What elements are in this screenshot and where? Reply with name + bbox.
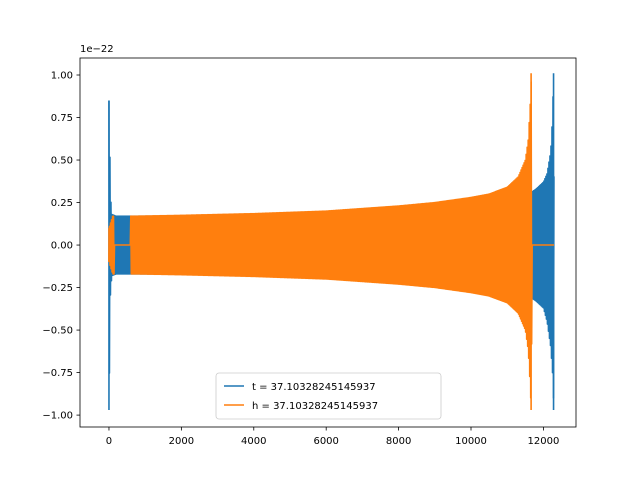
y-offset-label: 1e−22 [80, 44, 114, 55]
x-tick-label: 10000 [455, 436, 487, 447]
legend-label-1: t = 37.10328245145937 [252, 382, 376, 393]
legend: t = 37.10328245145937 h = 37.103282451459… [215, 372, 442, 420]
y-tick-label: 1.00 [51, 71, 73, 82]
y-tick-label: −0.50 [42, 326, 73, 337]
x-tick-label: 6000 [313, 436, 338, 447]
legend-box [215, 372, 442, 420]
series-layer [108, 73, 555, 410]
x-tick-label: 4000 [241, 436, 266, 447]
y-tick-label: 0.75 [51, 113, 73, 124]
series-line-2 [108, 81, 555, 399]
legend-label-2: h = 37.10328245145937 [252, 401, 378, 412]
x-tick-label: 8000 [386, 436, 411, 447]
x-tick-label: 2000 [169, 436, 194, 447]
y-axis: −1.00 −0.75 −0.50 −0.25 0.00 0.25 0.50 0.75 1.00 [42, 71, 80, 422]
y-tick-label: −1.00 [42, 411, 73, 422]
y-tick-label: −0.25 [42, 283, 73, 294]
y-tick-label: 0.50 [51, 156, 73, 167]
plot-frame [79, 57, 577, 428]
y-tick-label: −0.75 [42, 368, 73, 379]
x-tick-label: 0 [106, 436, 112, 447]
y-tick-label: 0.00 [51, 241, 73, 252]
x-axis: 0 2000 4000 6000 8000 10000 12000 [106, 427, 560, 447]
x-tick-label: 12000 [528, 436, 560, 447]
y-tick-label: 0.25 [51, 198, 73, 209]
